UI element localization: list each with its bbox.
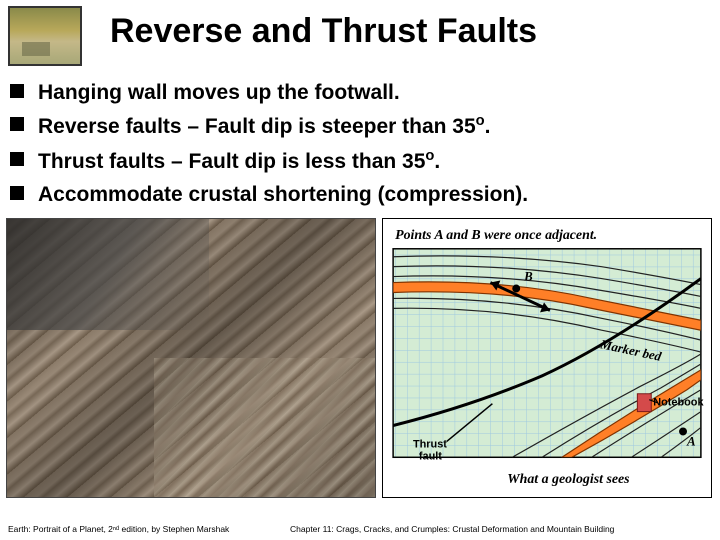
- bullet-text: Reverse faults – Fault dip is steeper th…: [38, 111, 491, 141]
- slide-title: Reverse and Thrust Faults: [110, 12, 537, 51]
- point-b-marker: [512, 285, 520, 293]
- point-b-label: B: [523, 270, 533, 284]
- bullet-list: Hanging wall moves up the footwall. Reve…: [10, 78, 710, 214]
- outcrop-photo: [6, 218, 376, 498]
- list-item: Accommodate crustal shortening (compress…: [10, 180, 710, 209]
- thrust-label-1: Thrust: [413, 438, 447, 450]
- bullet-icon: [10, 117, 24, 131]
- list-item: Hanging wall moves up the footwall.: [10, 78, 710, 107]
- bullet-text: Accommodate crustal shortening (compress…: [38, 180, 528, 209]
- bullet-icon: [10, 84, 24, 98]
- thrust-label-2: fault: [419, 450, 442, 462]
- bullet-text: Thrust faults – Fault dip is less than 3…: [38, 146, 440, 176]
- bullet-text: Hanging wall moves up the footwall.: [38, 78, 400, 107]
- list-item: Reverse faults – Fault dip is steeper th…: [10, 111, 710, 141]
- footer-left: Earth: Portrait of a Planet, 2ⁿᵈ edition…: [8, 524, 229, 534]
- point-a-label: A: [686, 434, 696, 448]
- list-item: Thrust faults – Fault dip is less than 3…: [10, 146, 710, 176]
- point-a-marker: [679, 428, 687, 436]
- bullet-icon: [10, 186, 24, 200]
- diagram-svg: Points A and B were once adjacent.: [383, 219, 711, 497]
- thrust-diagram: Points A and B were once adjacent.: [382, 218, 712, 498]
- diagram-heading: Points A and B were once adjacent.: [395, 228, 597, 243]
- diagram-caption: What a geologist sees: [507, 472, 629, 487]
- bullet-icon: [10, 152, 24, 166]
- footer-right: Chapter 11: Crags, Cracks, and Crumples:…: [290, 524, 614, 534]
- corner-thumbnail: [8, 6, 82, 66]
- notebook-label: Notebook: [653, 397, 704, 409]
- notebook-icon: [637, 394, 651, 412]
